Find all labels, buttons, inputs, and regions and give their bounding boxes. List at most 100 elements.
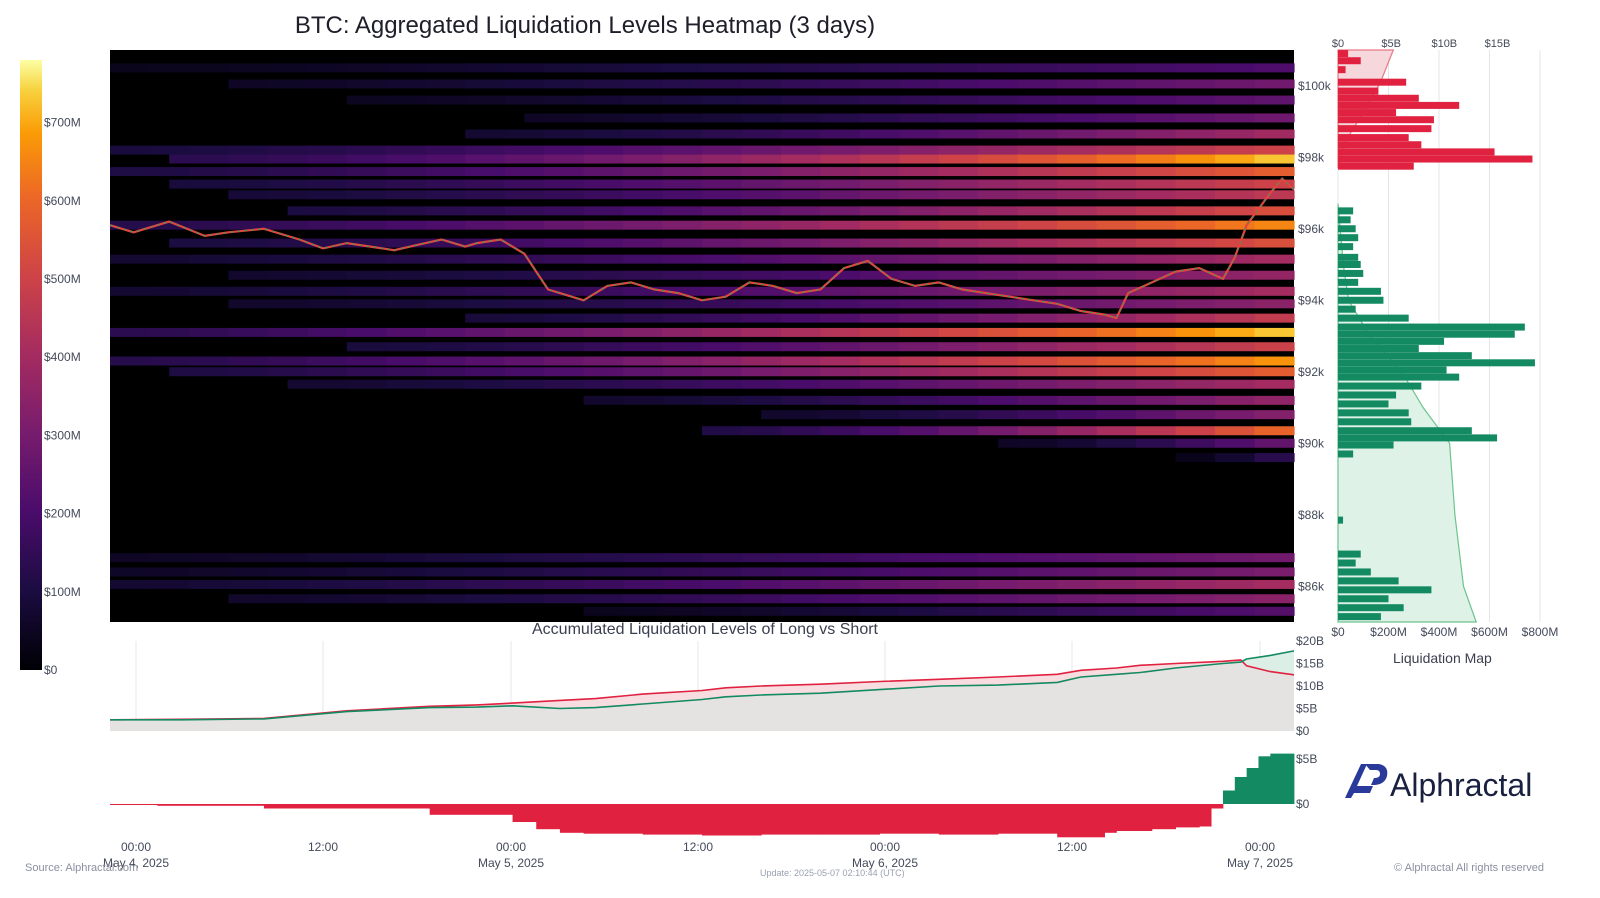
short-bar <box>1338 87 1379 95</box>
y-tick-label: $92k <box>1298 365 1325 379</box>
heat-band <box>761 410 1295 420</box>
colorbar-label: $200M <box>44 507 81 521</box>
long-bar <box>1338 345 1419 353</box>
long-bar <box>1338 550 1361 558</box>
x-tick-time: 00:00 <box>1245 840 1275 854</box>
short-delta-bar <box>536 804 561 830</box>
long-bar <box>1338 207 1354 215</box>
heat-band <box>110 327 1295 337</box>
y-tick-label: $96k <box>1298 222 1325 236</box>
alphractal-logo-icon <box>1345 764 1388 798</box>
heat-band <box>110 145 1295 155</box>
long-bar <box>1338 253 1359 261</box>
short-excess-area <box>110 659 1294 720</box>
long-bar <box>1338 441 1394 449</box>
long-bar <box>1338 305 1356 313</box>
long-bar <box>1338 427 1472 435</box>
long-bar <box>1338 314 1409 322</box>
long-bar <box>1338 296 1384 304</box>
y-tick-label: $98k <box>1298 150 1325 164</box>
x-tick-time: 00:00 <box>870 840 900 854</box>
long-bar <box>1338 434 1498 442</box>
short-delta-bar <box>429 804 513 815</box>
long-bar <box>1338 595 1389 603</box>
heat-band <box>346 95 1295 105</box>
short-delta-bar <box>998 804 1058 834</box>
heat-band <box>346 342 1295 352</box>
rights-note: © Alphractal All rights reserved <box>1394 862 1544 874</box>
y-tick-label: $100k <box>1298 79 1332 93</box>
heat-band <box>228 299 1295 309</box>
short-bar <box>1338 50 1349 58</box>
long-bar <box>1338 391 1397 399</box>
heat-band <box>169 238 1295 248</box>
long-bar <box>1338 278 1359 286</box>
short-bar <box>1338 116 1434 124</box>
long-bar <box>1338 450 1354 458</box>
long-bar <box>1338 373 1460 381</box>
heat-band <box>228 79 1295 89</box>
long-bar <box>1338 516 1344 524</box>
source-note: Source: Alphractal.com <box>25 862 139 874</box>
long-bar <box>1338 586 1432 594</box>
short-bar <box>1338 109 1397 117</box>
y-tick-label: $20B <box>1296 634 1324 648</box>
short-bar <box>1338 78 1407 86</box>
x-tick-label: $15B <box>1485 38 1511 50</box>
long-bar <box>1338 613 1381 621</box>
colorbar-label: $300M <box>44 428 81 442</box>
short-bar <box>1338 148 1495 156</box>
short-bar <box>1338 66 1346 74</box>
heat-band <box>169 154 1295 164</box>
long-bar <box>1338 323 1525 331</box>
y-tick-label: $0 <box>1296 797 1310 811</box>
accumulated-chart: $0 $5B $10B $15B $20B <box>109 634 1324 738</box>
short-delta-bar <box>157 804 265 806</box>
x-tick-label: $10B <box>1431 38 1457 50</box>
short-bar <box>1338 125 1432 133</box>
x-tick-time: 12:00 <box>683 840 713 854</box>
short-delta-bar <box>1151 804 1176 830</box>
long-bar <box>1338 577 1399 585</box>
long-delta-bar <box>1270 753 1295 804</box>
long-delta-bar <box>1246 768 1259 804</box>
x-tick-date: May 4, 2025 <box>103 856 169 870</box>
short-bar <box>1338 141 1422 149</box>
short-delta-bar <box>263 804 431 809</box>
heat-band <box>228 594 1295 604</box>
colorbar-label: $500M <box>44 272 81 286</box>
short-delta-bar <box>110 804 158 805</box>
price-line <box>109 177 1295 320</box>
colorbar-label: $700M <box>44 116 81 130</box>
long-bar <box>1338 352 1472 360</box>
x-tick-label: $600M <box>1471 625 1508 639</box>
short-delta-bar <box>1211 804 1224 809</box>
short-accumulated-line <box>109 659 1295 721</box>
long-bar <box>1338 225 1356 233</box>
colorbar-label: $400M <box>44 350 81 364</box>
long-delta-bar <box>1258 756 1271 804</box>
short-delta-bar <box>512 804 537 822</box>
short-delta-bar <box>559 804 584 833</box>
x-tick-time: 00:00 <box>496 840 526 854</box>
update-note: Update: 2025-05-07 02:10:44 (UTC) <box>760 868 905 878</box>
short-delta-bar <box>938 804 999 835</box>
short-delta-bar <box>879 804 940 834</box>
x-tick-label: $400M <box>1421 625 1458 639</box>
liquidation-map: $0 $200M $400M $600M $800M $0 $5B $10B $15B <box>1331 38 1558 639</box>
liquidation-map-label: Liquidation Map <box>1393 650 1492 666</box>
heat-band <box>287 379 1295 389</box>
short-bar <box>1338 134 1409 142</box>
x-tick-date: May 7, 2025 <box>1227 856 1293 870</box>
chart-title: BTC: Aggregated Liquidation Levels Heatm… <box>294 12 876 39</box>
short-bar <box>1338 155 1533 163</box>
x-axis: 00:00 May 4, 2025 12:00 00:00 May 5, 2025 12:… <box>103 840 1293 870</box>
x-tick-label: $0 <box>1332 38 1344 50</box>
x-tick-time: 12:00 <box>1057 840 1087 854</box>
short-bar <box>1338 57 1361 65</box>
x-tick-date: May 5, 2025 <box>478 856 544 870</box>
long-bar <box>1338 243 1354 251</box>
x-tick-time: 00:00 <box>121 840 151 854</box>
heat-band <box>228 190 1295 200</box>
long-bar <box>1338 287 1381 295</box>
